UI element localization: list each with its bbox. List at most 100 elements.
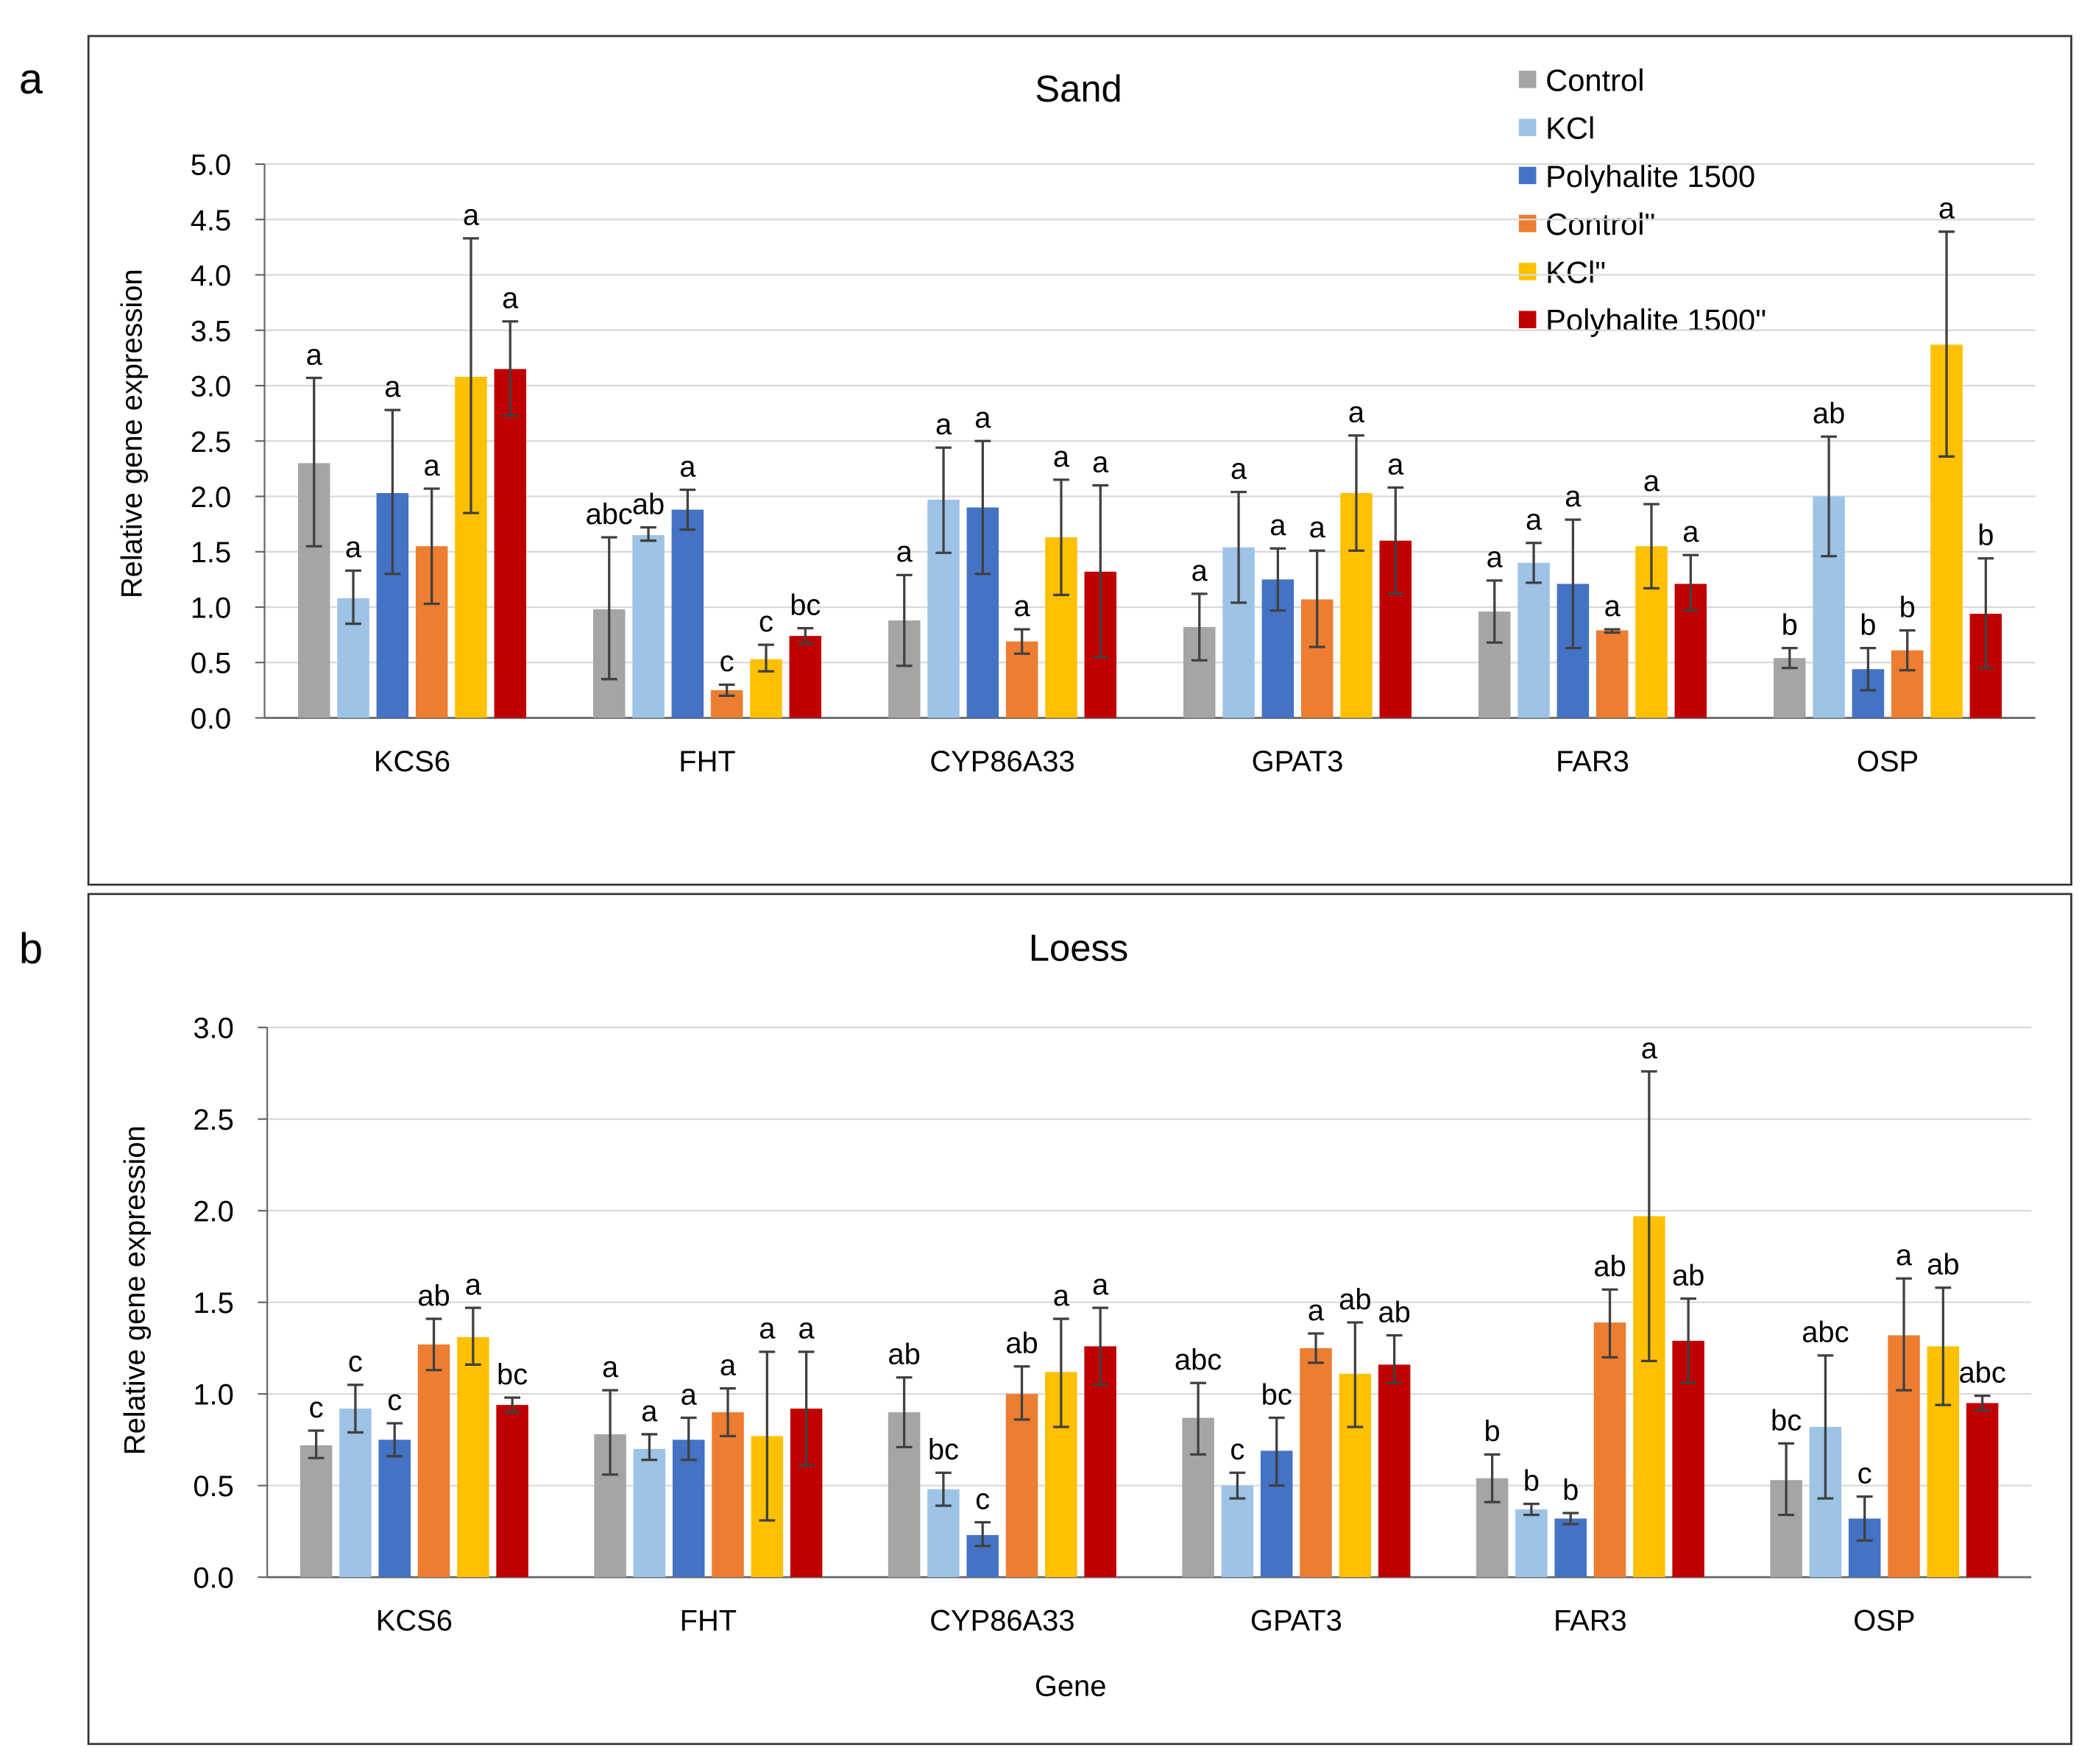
bar: [1221, 1485, 1254, 1578]
significance-letter: a: [679, 450, 696, 483]
significance-letter: a: [345, 531, 362, 564]
significance-letter: b: [1484, 1415, 1501, 1448]
significance-letter: a: [1269, 509, 1286, 542]
significance-letter: c: [348, 1346, 363, 1378]
x-tick-label: FHT: [679, 745, 736, 778]
x-tick-label: OSP: [1857, 745, 1919, 778]
y-tick-label: 2.5: [191, 426, 231, 458]
x-tick-label: OSP: [1853, 1605, 1915, 1637]
x-tick-label: CYP86A33: [929, 745, 1074, 778]
significance-letter: abc: [1958, 1357, 2005, 1389]
significance-letter: c: [309, 1392, 324, 1424]
legend-swatch: [1518, 118, 1537, 136]
significance-letter: bc: [1261, 1378, 1292, 1411]
y-tick-label: 2.0: [193, 1196, 233, 1228]
bar: [378, 1439, 411, 1578]
significance-letter: abc: [1175, 1344, 1222, 1376]
bar: [1378, 1364, 1411, 1578]
significance-letter: b: [1860, 609, 1876, 642]
significance-letter: a: [1309, 511, 1326, 544]
bar: [457, 1336, 489, 1578]
significance-letter: a: [974, 402, 991, 434]
significance-letter: a: [896, 536, 913, 568]
significance-letter: b: [1523, 1464, 1540, 1497]
y-axis-label-sand: Relative gene expression: [116, 269, 149, 598]
significance-letter: ab: [888, 1339, 920, 1371]
significance-letter: a: [1092, 446, 1109, 478]
y-tick-label: 1.5: [191, 536, 231, 569]
significance-letter: a: [1387, 448, 1404, 481]
significance-letter: ab: [632, 489, 665, 521]
x-tick-label: FHT: [680, 1605, 737, 1637]
bar: [1554, 1518, 1587, 1578]
significance-letter: a: [720, 1350, 737, 1382]
significance-letter: ab: [1813, 397, 1845, 430]
panel-b-frame: [87, 893, 2072, 1746]
significance-letter: a: [1526, 504, 1543, 536]
significance-letter: ab: [1927, 1249, 1959, 1281]
legend-label: Control": [1545, 207, 1655, 241]
significance-letter: a: [1641, 1032, 1658, 1065]
significance-letter: ab: [1593, 1250, 1626, 1283]
bar: [300, 1445, 333, 1578]
significance-letter: a: [1014, 590, 1031, 623]
significance-letter: a: [1565, 481, 1582, 513]
significance-letter: a: [1938, 193, 1955, 225]
x-tick-label: KCS6: [374, 745, 450, 778]
significance-letter: a: [1230, 453, 1247, 485]
chart-title-loess: Loess: [1029, 927, 1128, 968]
bar: [339, 1409, 372, 1578]
significance-letter: a: [681, 1378, 698, 1411]
significance-letter: b: [1899, 591, 1916, 623]
significance-letter: a: [935, 408, 952, 441]
x-tick-label: KCS6: [376, 1605, 453, 1637]
y-tick-label: 0.0: [193, 1562, 233, 1595]
significance-letter: a: [1053, 1280, 1070, 1312]
y-tick-label: 3.0: [193, 1013, 233, 1045]
significance-letter: a: [759, 1313, 776, 1345]
x-axis-label-loess: Gene: [1035, 1671, 1107, 1703]
significance-letter: b: [1562, 1474, 1579, 1506]
y-tick-label: 0.5: [193, 1470, 233, 1503]
bar: [1005, 1394, 1038, 1578]
x-tick-label: GPAT3: [1250, 1605, 1342, 1637]
x-tick-label: GPAT3: [1252, 745, 1344, 778]
bar: [417, 1344, 450, 1578]
significance-letter: a: [1092, 1269, 1109, 1301]
y-tick-label: 2.5: [193, 1104, 233, 1136]
bar: [633, 1448, 666, 1578]
y-tick-label: 3.0: [191, 371, 231, 403]
significance-letter: a: [1643, 465, 1660, 497]
bar: [1517, 562, 1550, 718]
x-tick-label: CYP86A33: [929, 1605, 1074, 1637]
plot-sand: 0.00.51.01.52.02.53.03.54.04.55.0KCS6aaa…: [191, 149, 2036, 778]
significance-letter: b: [1782, 609, 1798, 642]
bar: [1515, 1509, 1548, 1578]
y-tick-label: 0.5: [191, 648, 231, 680]
y-tick-label: 0.0: [191, 703, 231, 735]
legend-swatch: [1518, 71, 1537, 88]
bar: [1966, 1403, 1999, 1578]
y-tick-label: 4.5: [191, 205, 231, 237]
significance-letter: a: [1348, 397, 1365, 429]
significance-letter: c: [387, 1384, 402, 1417]
y-tick-label: 2.0: [191, 481, 231, 514]
significance-letter: c: [720, 645, 734, 678]
significance-letter: a: [424, 450, 441, 482]
bar: [712, 1412, 744, 1578]
panel-label-b: b: [19, 925, 43, 973]
significance-letter: ab: [1378, 1296, 1410, 1328]
legend-swatch: [1518, 263, 1537, 280]
y-tick-label: 5.0: [191, 149, 231, 182]
significance-letter: c: [1230, 1434, 1244, 1466]
significance-letter: a: [463, 199, 480, 232]
legend-label: KCl: [1545, 111, 1595, 146]
significance-letter: c: [1858, 1457, 1872, 1490]
y-tick-label: 1.0: [191, 592, 231, 624]
significance-letter: a: [306, 339, 323, 371]
significance-letter: abc: [586, 498, 633, 531]
significance-letter: ab: [1005, 1328, 1038, 1360]
